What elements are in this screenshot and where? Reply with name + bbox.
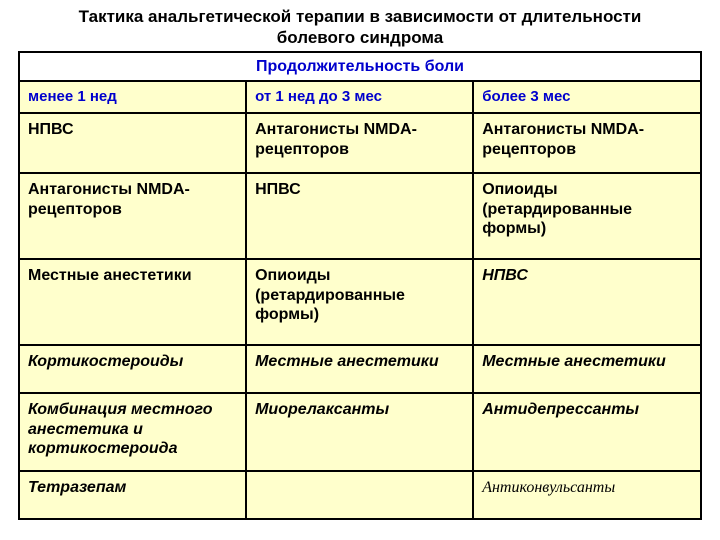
title-line-2: болевого синдрома <box>277 28 443 47</box>
cell: Тетразепам <box>19 471 246 519</box>
table-row: Комбинация местного анестетика и кортико… <box>19 393 701 471</box>
cell <box>246 471 473 519</box>
cell: НПВС <box>246 173 473 259</box>
cell: НПВС <box>19 113 246 173</box>
table-row: Кортикостероиды Местные анестетики Местн… <box>19 345 701 393</box>
therapy-table: Продолжительность боли менее 1 нед от 1 … <box>18 51 702 521</box>
col-header-2: более 3 мес <box>473 81 701 113</box>
slide-title: Тактика анальгетической терапии в зависи… <box>18 6 702 49</box>
cell: Антагонисты NMDA-рецепторов <box>246 113 473 173</box>
table-row: Тетразепам Антиконвульсанты <box>19 471 701 519</box>
cell: Антиконвульсанты <box>473 471 701 519</box>
cell: Антагонисты NMDA-рецепторов <box>473 113 701 173</box>
table-row: НПВС Антагонисты NMDA-рецепторов Антагон… <box>19 113 701 173</box>
table-header: Продолжительность боли <box>19 52 701 82</box>
cell: Кортикостероиды <box>19 345 246 393</box>
cell: Антагонисты NMDA-рецепторов <box>19 173 246 259</box>
cell: Миорелаксанты <box>246 393 473 471</box>
table-body: НПВС Антагонисты NMDA-рецепторов Антагон… <box>19 113 701 519</box>
cell: Местные анестетики <box>473 345 701 393</box>
col-header-1: от 1 нед до 3 мес <box>246 81 473 113</box>
cell: Комбинация местного анестетика и кортико… <box>19 393 246 471</box>
cell: Местные анестетики <box>19 259 246 345</box>
table-row: Местные анестетики Опиоиды (ретардирован… <box>19 259 701 345</box>
cell: НПВС <box>473 259 701 345</box>
cell: Антидепрессанты <box>473 393 701 471</box>
cell: Опиоиды (ретардированные формы) <box>473 173 701 259</box>
table-row: Антагонисты NMDA-рецепторов НПВС Опиоиды… <box>19 173 701 259</box>
title-line-1: Тактика анальгетической терапии в зависи… <box>79 7 642 26</box>
col-header-0: менее 1 нед <box>19 81 246 113</box>
cell: Опиоиды (ретардированные формы) <box>246 259 473 345</box>
cell: Местные анестетики <box>246 345 473 393</box>
